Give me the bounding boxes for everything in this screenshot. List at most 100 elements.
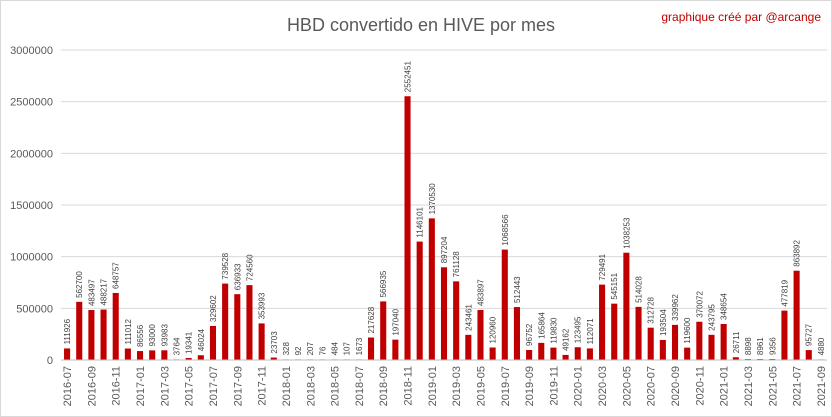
- bar: [64, 348, 71, 360]
- data-label: 636933: [233, 263, 242, 290]
- bar: [222, 283, 229, 360]
- x-tick-label: 2017-11: [257, 366, 269, 406]
- bar: [708, 334, 715, 360]
- bar: [550, 347, 557, 360]
- bar: [270, 357, 277, 360]
- bar: [368, 337, 375, 360]
- bar: [149, 350, 156, 360]
- x-axis-ticks: 2016-07 2016-09 2016-11 2017-01 2017-03 2017-…: [62, 366, 828, 406]
- data-label: 217628: [367, 306, 376, 333]
- data-label: 353993: [258, 292, 267, 319]
- data-label: 23703: [270, 331, 279, 354]
- bar: [465, 334, 472, 360]
- x-tick-label: 2021-01: [719, 366, 731, 406]
- data-label: 112071: [586, 318, 595, 345]
- data-label: 514028: [635, 276, 644, 303]
- bar: [124, 348, 131, 360]
- data-label: 724560: [245, 254, 254, 281]
- bar: [477, 309, 484, 360]
- x-tick-label: 2018-05: [330, 366, 342, 406]
- data-label: 193504: [659, 309, 668, 336]
- data-label: 120960: [489, 316, 498, 343]
- data-label: 76: [318, 346, 327, 355]
- data-label: 197040: [391, 308, 400, 335]
- x-tick-label: 2020-05: [621, 366, 633, 406]
- data-label: 3764: [173, 337, 182, 355]
- data-label: 165864: [537, 312, 546, 339]
- data-label: 46024: [197, 328, 206, 351]
- y-tick-label: 1500000: [10, 200, 53, 212]
- y-axis-ticks: 0 500000 1000000 1500000 2000000 2500000 30000…: [10, 45, 53, 367]
- bar: [428, 218, 435, 360]
- x-tick-label: 2019-07: [500, 366, 512, 406]
- bar: [635, 306, 642, 360]
- data-label: 96752: [525, 323, 534, 346]
- bar: [623, 252, 630, 360]
- data-label: 329602: [209, 295, 218, 322]
- chart-credit: graphique créé par @arcange: [661, 10, 821, 24]
- data-label: 2552451: [404, 61, 413, 93]
- bar: [209, 325, 217, 360]
- data-label: 9356: [768, 337, 777, 355]
- x-tick-label: 2020-01: [573, 366, 585, 406]
- data-label: 92: [294, 346, 303, 355]
- x-tick-label: 2020-03: [597, 366, 609, 406]
- x-tick-label: 2018-07: [354, 366, 366, 406]
- data-label: 328: [282, 342, 291, 356]
- data-label: 512443: [513, 276, 522, 303]
- bar: [440, 267, 448, 360]
- bar: [380, 301, 387, 360]
- data-label: 484: [331, 342, 340, 356]
- data-label: 243795: [707, 304, 716, 331]
- data-label: 1370530: [428, 183, 437, 215]
- data-label: 648757: [112, 262, 121, 289]
- bar: [793, 270, 800, 360]
- data-label: 93000: [148, 324, 157, 347]
- bar: [684, 347, 691, 360]
- bar: [611, 303, 618, 360]
- data-label: 119830: [549, 317, 558, 344]
- data-label: 1673: [355, 337, 364, 355]
- data-label: 729491: [598, 253, 607, 280]
- data-label: 370072: [695, 291, 704, 318]
- bar: [501, 249, 508, 360]
- x-tick-label: 2016-07: [62, 366, 74, 406]
- data-label: 348654: [720, 293, 729, 320]
- data-label: 111926: [63, 318, 72, 344]
- x-tick-label: 2020-07: [646, 366, 658, 406]
- x-tick-label: 2017-09: [232, 366, 244, 406]
- bar: [805, 350, 812, 360]
- data-label: 488217: [100, 278, 109, 305]
- bar: [100, 309, 107, 360]
- y-tick-label: 2500000: [10, 97, 53, 109]
- data-label: 566935: [379, 270, 388, 297]
- bar: [526, 350, 533, 360]
- data-label: 4880: [817, 337, 826, 355]
- data-label: 897204: [440, 236, 449, 263]
- data-label: 1068566: [501, 214, 510, 246]
- data-label: 26711: [732, 331, 741, 353]
- data-label: 111012: [124, 318, 133, 344]
- x-tick-label: 2018-11: [403, 366, 415, 406]
- data-label: 483897: [476, 279, 485, 306]
- gridlines: [61, 49, 827, 309]
- bar: [671, 324, 679, 360]
- bar: [489, 347, 496, 360]
- bar: [197, 355, 204, 360]
- data-label: 49162: [562, 328, 571, 351]
- x-tick-label: 2019-01: [427, 366, 439, 406]
- data-label: 1038253: [622, 217, 631, 249]
- bars: [64, 96, 824, 360]
- data-label: 95727: [805, 323, 814, 346]
- data-label: 8898: [744, 337, 753, 355]
- y-tick-label: 500000: [16, 303, 53, 315]
- x-tick-label: 2017-05: [184, 366, 196, 406]
- x-tick-label: 2016-11: [111, 366, 123, 406]
- bar: [234, 294, 241, 360]
- bar: [404, 96, 411, 360]
- bar: [720, 323, 727, 360]
- data-label: 761128: [452, 251, 461, 278]
- x-tick-label: 2020-09: [670, 366, 682, 406]
